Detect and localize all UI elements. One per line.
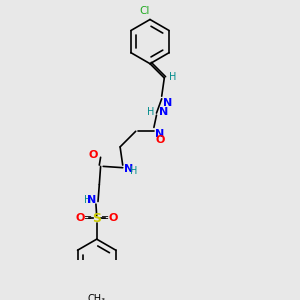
Text: N: N: [124, 164, 133, 174]
Text: O: O: [76, 213, 85, 224]
Text: H: H: [169, 72, 176, 82]
Text: N: N: [163, 98, 172, 108]
Text: H: H: [84, 195, 92, 205]
Text: =: =: [84, 213, 92, 223]
Text: H: H: [146, 107, 154, 117]
Text: O: O: [155, 135, 165, 146]
Text: O: O: [108, 213, 118, 224]
Text: Cl: Cl: [140, 6, 150, 16]
Text: O: O: [88, 150, 98, 160]
Text: N: N: [155, 129, 164, 139]
Text: S: S: [92, 212, 101, 225]
Text: H: H: [130, 166, 137, 176]
Text: =: =: [101, 213, 109, 223]
Text: CH₃: CH₃: [88, 294, 106, 300]
Text: N: N: [159, 107, 168, 117]
Text: N: N: [88, 195, 97, 205]
